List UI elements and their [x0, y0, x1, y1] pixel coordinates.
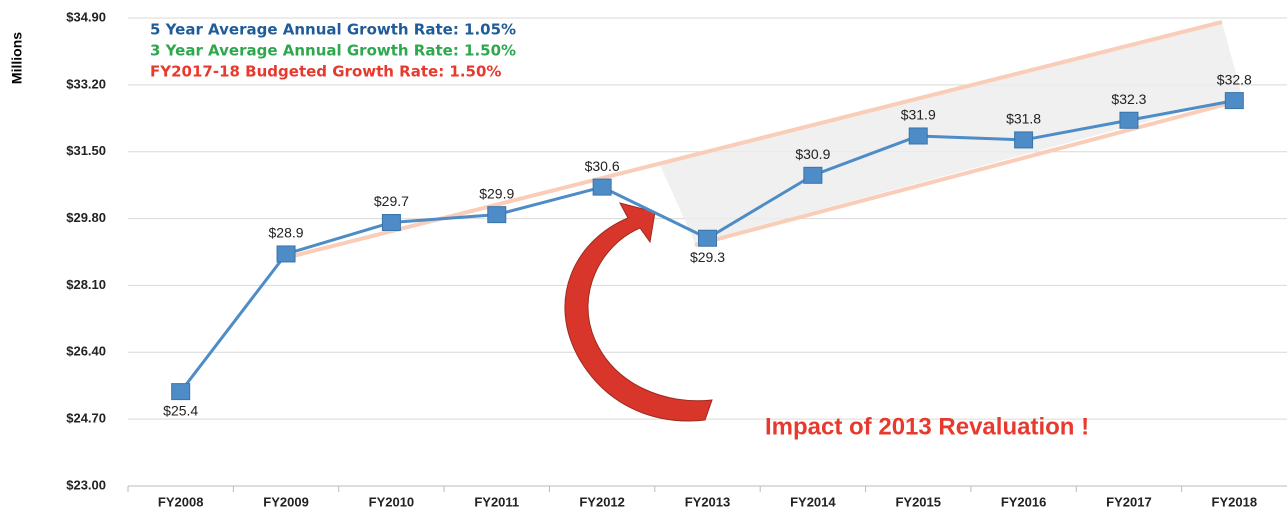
y-axis-label: Millions — [9, 32, 25, 84]
x-tick-label: FY2018 — [1212, 494, 1258, 509]
x-tick-label: FY2017 — [1106, 494, 1152, 509]
x-tick-label: FY2011 — [474, 494, 519, 509]
point — [592, 178, 612, 196]
point — [698, 229, 717, 247]
x-tick-label: FY2008 — [158, 494, 204, 509]
x-tick-label: FY2014 — [790, 494, 836, 509]
point — [276, 245, 296, 263]
point — [171, 383, 191, 401]
shaded-band — [660, 22, 1242, 243]
value-label: $28.9 — [269, 225, 304, 241]
point — [381, 214, 401, 232]
revaluation-arrow — [564, 202, 713, 422]
callout: Impact of 2013 Revaluation ! — [765, 413, 1089, 440]
annotation: 5 Year Average Annual Growth Rate: 1.05% — [150, 21, 516, 39]
value-label: $29.9 — [479, 185, 514, 201]
trend-line-lower — [694, 98, 1243, 247]
x-tick-label: FY2016 — [1001, 494, 1047, 509]
value-label: $30.9 — [795, 146, 830, 162]
point — [803, 166, 823, 184]
y-tick-label: $34.90 — [66, 9, 106, 24]
value-label: $32.8 — [1217, 71, 1252, 87]
annotation: 3 Year Average Annual Growth Rate: 1.50% — [150, 42, 516, 60]
y-tick-label: $23.00 — [66, 477, 106, 492]
y-tick-label: $33.20 — [66, 76, 106, 91]
y-tick-label: $29.80 — [66, 210, 106, 225]
x-tick-label: FY2010 — [369, 494, 415, 509]
y-tick-label: $31.50 — [66, 143, 106, 158]
x-tick-label: FY2015 — [895, 494, 941, 509]
value-label: $29.3 — [690, 249, 725, 265]
annotation: FY2017-18 Budgeted Growth Rate: 1.50% — [150, 63, 501, 81]
x-tick-label: FY2009 — [263, 494, 309, 509]
value-label: $29.7 — [374, 193, 409, 209]
point — [1119, 111, 1139, 129]
point — [908, 127, 928, 145]
y-tick-label: $24.70 — [66, 411, 106, 426]
value-label: $25.4 — [163, 402, 198, 418]
y-tick-label: $26.40 — [66, 344, 106, 359]
point — [487, 206, 507, 224]
value-label: $32.3 — [1111, 91, 1146, 107]
value-label: $31.9 — [901, 107, 936, 123]
x-tick-label: FY2013 — [685, 494, 731, 509]
value-label: $31.8 — [1006, 111, 1041, 127]
point — [1224, 92, 1244, 110]
point — [1014, 131, 1034, 149]
value-label: $30.6 — [585, 158, 620, 174]
y-tick-label: $28.10 — [66, 277, 106, 292]
x-tick-label: FY2012 — [579, 494, 625, 509]
